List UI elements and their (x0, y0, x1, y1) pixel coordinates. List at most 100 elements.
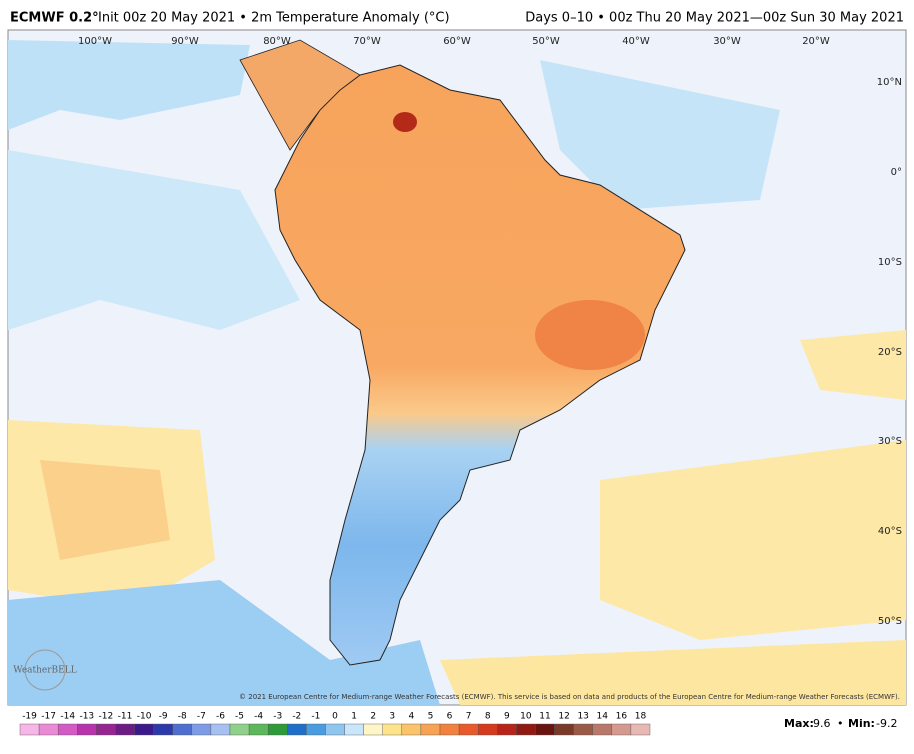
colorbar-label: -9 (159, 712, 168, 722)
ocean-anomaly (8, 580, 440, 705)
min-label: Min: (848, 717, 875, 730)
colorbar-swatch (401, 723, 422, 736)
colorbar-swatch (554, 723, 574, 736)
colorbar-swatch (96, 723, 116, 736)
colorbar-swatch (477, 723, 498, 736)
colorbar-label: 2 (370, 712, 376, 722)
colorbar-label: 16 (616, 712, 628, 722)
colorbar-label: -1 (311, 712, 320, 722)
south-america (274, 64, 686, 666)
colorbar-swatch (267, 723, 288, 736)
lat-label: 40°S (878, 526, 902, 537)
logo: WeatherBELL (13, 666, 76, 676)
lon-label: 90°W (171, 36, 199, 47)
colorbar-swatch (325, 723, 345, 736)
period: Days 0–10 • 00z Thu 20 May 2021—00z Sun … (525, 11, 904, 26)
colorbar-swatch (420, 723, 441, 736)
colorbar-label: 0 (332, 712, 338, 722)
copyright: © 2021 European Centre for Medium-range … (239, 693, 900, 701)
max-label: Max: (784, 717, 814, 730)
ocean-anomaly (8, 40, 250, 130)
colorbar-label: 5 (428, 712, 434, 722)
colorbar-swatch (134, 723, 154, 736)
lon-label: 80°W (263, 36, 291, 47)
colorbar-swatch (57, 723, 78, 736)
colorbar-label: -2 (292, 712, 301, 722)
colorbar-swatch (191, 723, 212, 736)
colorbar-label: -17 (41, 712, 56, 722)
colorbar-label: -19 (22, 712, 37, 722)
logo-globe (24, 649, 66, 691)
colorbar-label: -3 (273, 712, 282, 722)
lat-label: 0° (891, 167, 902, 178)
colorbar-swatch (382, 723, 403, 736)
colorbar-label: 10 (520, 712, 532, 722)
colorbar-swatch (38, 723, 59, 736)
ocean-anomaly (440, 640, 906, 705)
colorbar-label: -5 (235, 712, 244, 722)
colorbar-label: 4 (408, 712, 414, 722)
lon-label: 100°W (78, 36, 112, 47)
colorbar-label: 13 (577, 712, 588, 722)
colorbar-swatch (611, 723, 632, 736)
ocean-anomaly (8, 150, 300, 330)
colorbar-swatch (306, 723, 326, 736)
colorbar-swatch (458, 723, 479, 736)
header: ECMWF 0.2° Init 00z 20 May 2021 • 2m Tem… (10, 11, 904, 26)
colorbar-label: -8 (178, 712, 187, 722)
max-value: 9.6 (813, 717, 831, 730)
colorbar-swatch (287, 723, 307, 736)
colorbar-label: 18 (635, 712, 647, 722)
colorbar-label: -7 (197, 712, 206, 722)
colorbar-swatch (344, 723, 364, 736)
colorbar-swatch (210, 723, 231, 736)
colorbar-label: 3 (389, 712, 395, 722)
colorbar-swatch (592, 723, 613, 736)
lon-label: 50°W (532, 36, 560, 47)
lon-label: 30°W (713, 36, 741, 47)
lat-label: 30°S (878, 436, 902, 447)
colorbar-swatch (535, 723, 555, 736)
colorbar-swatch (363, 723, 383, 736)
colorbar-swatch (19, 723, 40, 736)
central-america (239, 39, 361, 151)
colorbar-swatch (153, 723, 173, 736)
colorbar-swatch (248, 723, 269, 736)
colorbar-label: 12 (558, 712, 569, 722)
ocean-anomaly (40, 460, 170, 560)
colorbar-label: -11 (118, 712, 133, 722)
lon-label: 20°W (802, 36, 830, 47)
colorbar-label: 8 (485, 712, 491, 722)
colorbar-swatch (439, 723, 460, 736)
colorbar-swatch (115, 723, 135, 736)
lat-label: 20°S (878, 347, 902, 358)
ocean-anomaly (600, 440, 906, 640)
colorbar-label: 1 (351, 712, 357, 722)
model: ECMWF 0.2° (10, 11, 99, 26)
colorbar-swatch (630, 723, 651, 736)
colorbar-label: -4 (254, 712, 263, 722)
colorbar-swatch (516, 723, 536, 736)
lon-label: 70°W (353, 36, 381, 47)
colorbar-label: -6 (216, 712, 225, 722)
lat-label: 50°S (878, 616, 902, 627)
ocean-anomaly (800, 330, 906, 400)
min-value: -9.2 (876, 717, 897, 730)
lon-label: 60°W (443, 36, 471, 47)
colorbar-swatch (77, 723, 97, 736)
colorbar-label: -12 (99, 712, 114, 722)
colorbar-swatch (229, 723, 250, 736)
colorbar-label: -10 (137, 712, 152, 722)
colorbar-swatch (172, 723, 193, 736)
colorbar-swatch (497, 723, 517, 736)
lat-label: 10°N (877, 77, 902, 88)
separator: • (837, 717, 844, 730)
colorbar-label: -14 (60, 712, 75, 722)
colorbar-label: 6 (447, 712, 453, 722)
colorbar-label: -13 (79, 712, 94, 722)
colorbar-label: 9 (504, 712, 510, 722)
colorbar-label: 14 (597, 712, 609, 722)
colorbar-swatch (573, 723, 593, 736)
map: 100°W 90°W 80°W 70°W 60°W 50°W 40°W 30°W… (7, 29, 907, 706)
